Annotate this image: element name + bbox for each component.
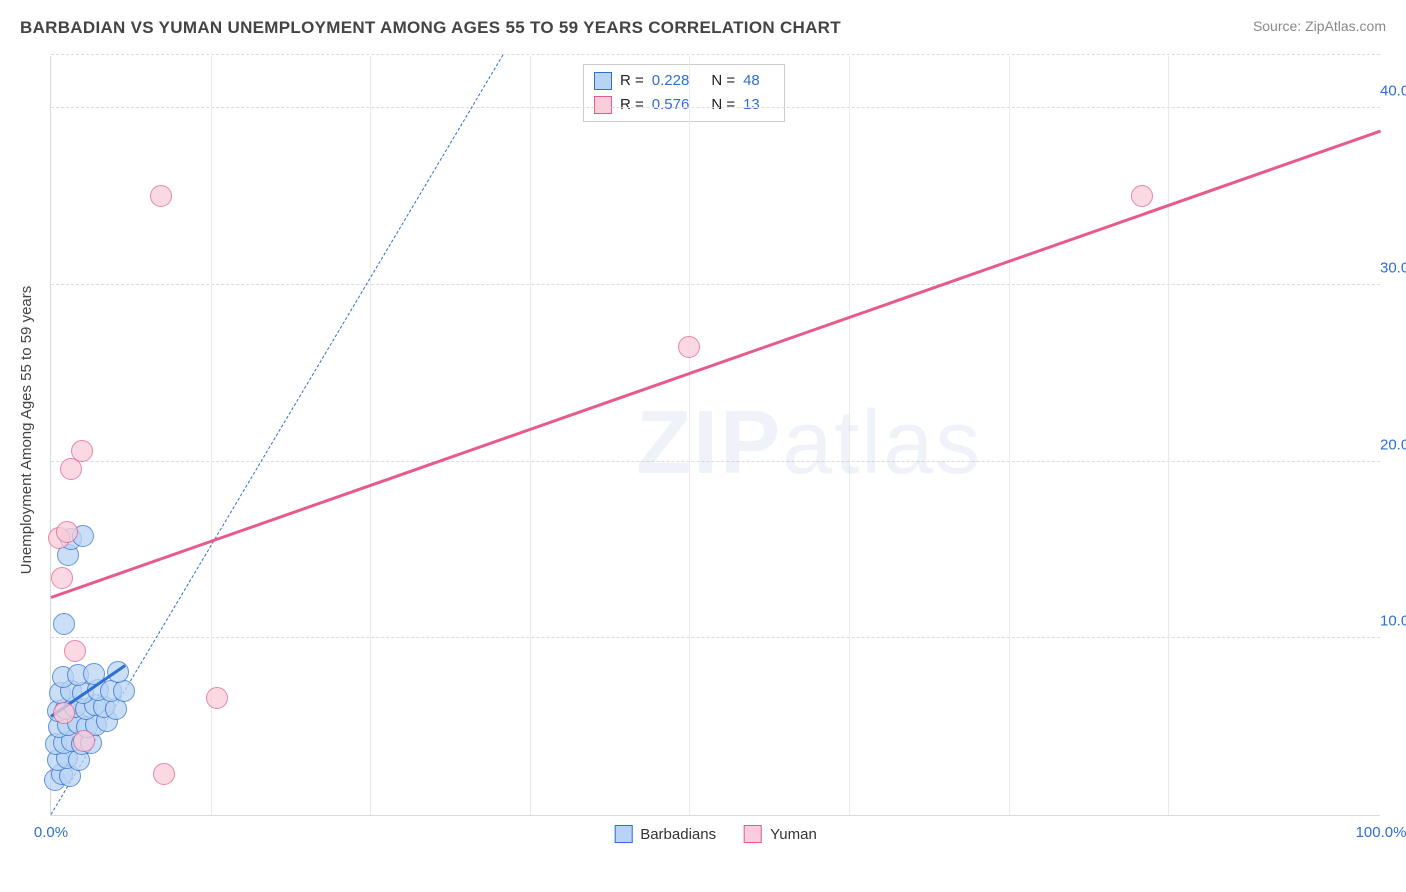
y-tick-label: 10.0% [1380, 613, 1406, 630]
data-point [73, 730, 95, 752]
series-swatch [594, 96, 612, 114]
y-tick-label: 30.0% [1380, 259, 1406, 276]
gridline-horizontal [51, 461, 1380, 462]
x-tick-label: 0.0% [34, 824, 68, 841]
legend-label: Yuman [770, 826, 817, 843]
x-tick-label: 100.0% [1356, 824, 1406, 841]
data-point [1131, 185, 1153, 207]
data-point [64, 640, 86, 662]
data-point [113, 680, 135, 702]
y-axis-label: Unemployment Among Ages 55 to 59 years [18, 286, 35, 575]
stat-row: R =0.228N =48 [594, 69, 774, 93]
y-tick-label: 20.0% [1380, 436, 1406, 453]
trend-line [51, 130, 1382, 599]
y-tick-label: 40.0% [1380, 83, 1406, 100]
scatter-plot: R =0.228N =48R =0.576N =13 BarbadiansYum… [50, 56, 1380, 816]
legend: Barbadians Yuman [614, 825, 817, 843]
gridline-vertical [530, 56, 531, 815]
gridline-vertical [1009, 56, 1010, 815]
data-point [678, 336, 700, 358]
gridline-vertical [1168, 56, 1169, 815]
gridline-vertical [849, 56, 850, 815]
data-point [206, 687, 228, 709]
gridline-horizontal [51, 637, 1380, 638]
gridline-vertical [689, 56, 690, 815]
legend-item: Barbadians [614, 825, 716, 843]
data-point [53, 702, 75, 724]
watermark: ZIPatlas [636, 392, 982, 495]
correlation-stats-box: R =0.228N =48R =0.576N =13 [583, 64, 785, 122]
data-point [56, 521, 78, 543]
page-title: BARBADIAN VS YUMAN UNEMPLOYMENT AMONG AG… [20, 18, 841, 38]
gridline-horizontal [51, 284, 1380, 285]
data-point [153, 763, 175, 785]
gridline-horizontal [51, 107, 1380, 108]
legend-swatch [614, 825, 632, 843]
data-point [53, 613, 75, 635]
gridline-vertical [370, 56, 371, 815]
data-point [150, 185, 172, 207]
source-attribution: Source: ZipAtlas.com [1253, 18, 1386, 34]
legend-label: Barbadians [640, 826, 716, 843]
data-point [51, 567, 73, 589]
data-point [71, 440, 93, 462]
legend-item: Yuman [744, 825, 817, 843]
series-swatch [594, 72, 612, 90]
stat-row: R =0.576N =13 [594, 93, 774, 117]
gridline-horizontal [51, 54, 1380, 55]
legend-swatch [744, 825, 762, 843]
